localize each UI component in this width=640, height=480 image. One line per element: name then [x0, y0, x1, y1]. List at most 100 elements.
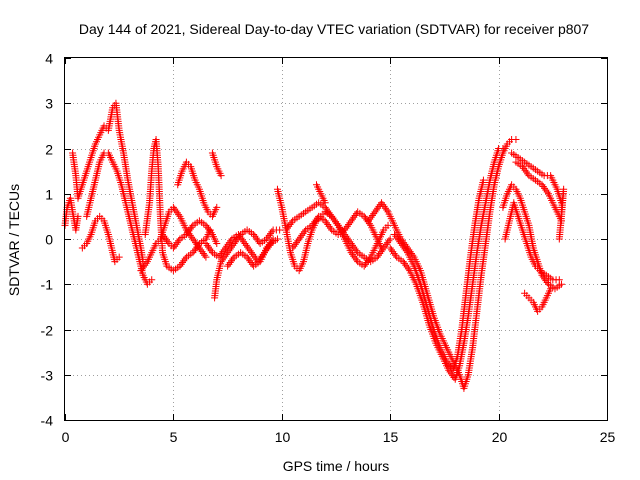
data-point-fill [311, 218, 319, 226]
data-point-fill [251, 232, 259, 240]
data-point-fill [194, 241, 202, 249]
x-tick-label: 20 [492, 429, 508, 445]
data-point-fill [138, 265, 146, 273]
data-point-fill [186, 225, 194, 233]
data-point [341, 226, 349, 234]
data-point-fill [350, 252, 358, 260]
data-point-fill [205, 243, 213, 251]
data-point-fill [249, 250, 257, 258]
data-point-fill [325, 222, 333, 230]
x-tick-label: 15 [383, 429, 399, 445]
data-point-fill [378, 246, 386, 254]
data-point-fill [160, 232, 168, 240]
data-point-fill [394, 236, 402, 244]
data-point-fill [383, 206, 391, 214]
data-point [74, 212, 82, 220]
data-point-fill [351, 254, 359, 262]
series-track-h [174, 158, 221, 220]
data-point [276, 226, 284, 234]
data-point-fill [264, 233, 272, 241]
data-point [213, 240, 221, 248]
data-point-fill [162, 236, 170, 244]
data-point-fill [171, 205, 179, 213]
data-point-fill [201, 251, 209, 259]
data-point-fill [351, 245, 359, 253]
data-point-fill [393, 234, 401, 242]
x-tick-label: 5 [170, 429, 178, 445]
data-point-fill [188, 223, 196, 231]
data-point [224, 262, 232, 270]
series-track-t [512, 158, 565, 225]
y-tick-label: -3 [41, 368, 54, 384]
data-point [443, 357, 451, 365]
data-point-fill [240, 238, 248, 246]
data-point-fill [368, 211, 376, 219]
series-track-i [208, 149, 225, 180]
series-track-s [391, 176, 487, 374]
data-point-fill [380, 202, 388, 210]
data-point-fill [370, 210, 378, 218]
data-point-fill [396, 238, 404, 246]
data-point [518, 163, 526, 171]
y-tick-label: 2 [45, 142, 53, 158]
data-point-fill [286, 221, 294, 229]
x-axis-label: GPS time / hours [283, 458, 390, 474]
data-point-fill [381, 204, 389, 212]
data-point-fill [329, 214, 337, 222]
data-point-fill [350, 213, 358, 221]
data-point-fill [364, 257, 372, 265]
data-point-fill [326, 211, 334, 219]
data-point-fill [346, 219, 354, 227]
data-point-fill [267, 230, 275, 238]
data-point-fill [268, 237, 276, 245]
data-point-fill [322, 219, 330, 227]
data-point-fill [223, 242, 231, 250]
data-point [308, 221, 316, 229]
data-point-fill [402, 261, 410, 269]
data-point-fill [348, 215, 356, 223]
data-point [243, 253, 251, 261]
data-point-fill [309, 220, 317, 228]
data-point [538, 181, 546, 189]
data-point [215, 253, 223, 261]
data-point [321, 217, 329, 225]
data-point [269, 235, 277, 243]
data-point-fill [291, 240, 299, 248]
data-point-fill [267, 239, 275, 247]
series-track-b [69, 99, 147, 266]
data-point [557, 208, 565, 216]
data-point-fill [227, 237, 235, 245]
data-point-fill [361, 260, 369, 268]
data-point-fill [348, 250, 356, 258]
data-point [159, 230, 167, 238]
data-point-fill [379, 201, 387, 209]
data-point-fill [374, 204, 382, 212]
data-point-fill [401, 245, 409, 253]
data-point-fill [242, 241, 250, 249]
data-point-fill [236, 232, 244, 240]
data-point-fill [372, 206, 380, 214]
data-point-fill [298, 231, 306, 239]
series-track-d [83, 149, 156, 288]
data-point-fill [445, 361, 453, 369]
data-point-fill [172, 207, 180, 215]
x-tick-label: 25 [600, 429, 616, 445]
data-point-fill [238, 236, 246, 244]
series-track-x [521, 285, 555, 315]
data-point-fill [333, 220, 341, 228]
y-tick-label: 3 [45, 96, 53, 112]
data-point-fill [247, 259, 255, 267]
y-tick-label: -4 [41, 413, 54, 429]
data-point-fill [391, 251, 399, 259]
data-point-fill [325, 209, 333, 217]
data-point-fill [351, 211, 359, 219]
data-point-fill [237, 234, 245, 242]
data-point-fill [161, 234, 169, 242]
data-point-fill [398, 241, 406, 249]
data-point-fill [254, 236, 262, 244]
data-point-fill [330, 216, 338, 224]
data-point-fill [363, 216, 371, 224]
data-point-fill [404, 265, 412, 273]
data-point [391, 230, 399, 238]
data-point-fill [290, 242, 298, 250]
